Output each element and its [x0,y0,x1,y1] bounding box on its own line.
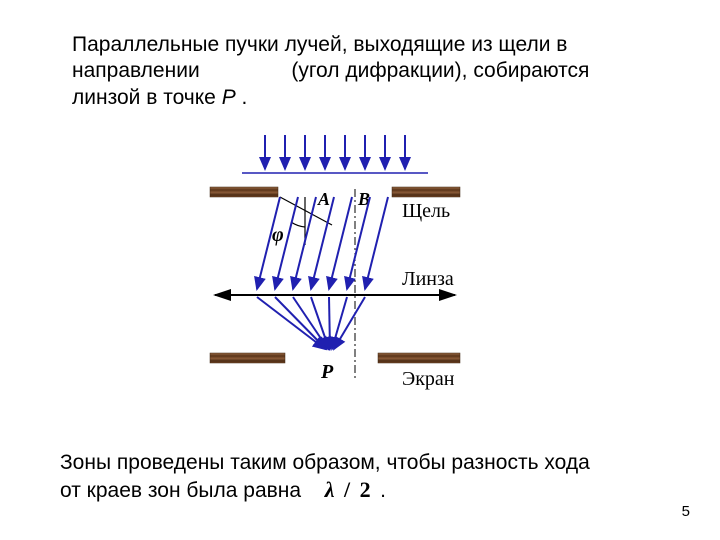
label-slit: Щель [402,200,450,222]
screen-bar-left [210,353,285,363]
label-lens: Линза [402,268,454,290]
diffraction-diagram: A B φ [180,125,520,425]
slit-bar-right [392,187,460,197]
para2-line2a: от краев зон была равна [60,479,301,502]
para1-line3a: линзой в точке [72,86,222,109]
paragraph-bottom: Зоны проведены таким образом, чтобы разн… [60,450,670,505]
page-number: 5 [682,503,690,520]
label-P: P [320,361,334,383]
screen-bar-right [378,353,460,363]
para1-line1: Параллельные пучки лучей, выходящие из щ… [72,33,567,56]
slash: / [344,477,352,502]
formula-lambda-half: λ / 2 [325,477,380,502]
lambda: λ [325,477,337,502]
incident-rays [265,135,405,169]
angle-arc [291,222,305,227]
slit-bar-left [210,187,278,197]
point-P: P [222,86,236,109]
para1-line2a: направлении [72,59,200,82]
label-A: A [317,189,330,209]
converging-rays [257,297,365,349]
para2-line2c: . [380,479,386,502]
label-phi: φ [272,224,284,246]
label-screen: Экран [402,368,455,390]
para1-line3c: . [236,86,248,109]
paragraph-top: Параллельные пучки лучей, выходящие из щ… [72,32,662,111]
para1-line2b: (угол дифракции), собираются [291,59,589,82]
two: 2 [360,477,373,502]
para2-line1: Зоны проведены таким образом, чтобы разн… [60,451,590,474]
